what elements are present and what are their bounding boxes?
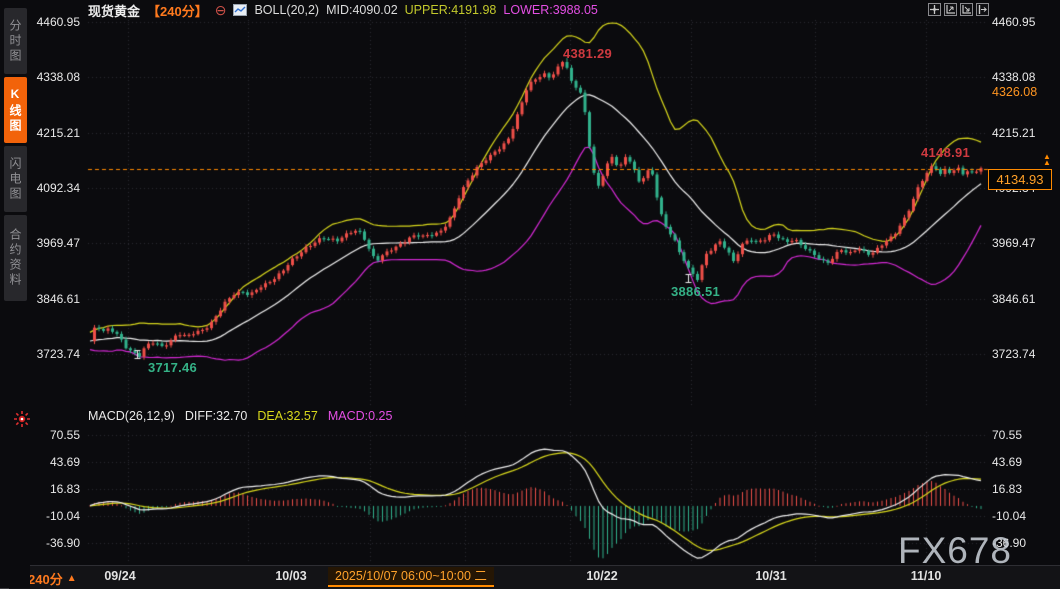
chart-toolbar xyxy=(928,3,989,16)
symbol-name: 现货黄金 xyxy=(88,3,141,19)
kline-mini-icon[interactable] xyxy=(233,4,248,16)
boll-lower-value: LOWER:3988.05 xyxy=(503,3,598,17)
price-up-arrows-icon: ▲ ▲ xyxy=(1043,152,1051,167)
period-label: 【240分】 xyxy=(147,3,208,19)
alarm-blink-icon[interactable] xyxy=(13,410,31,428)
date-tick-label: 11/10 xyxy=(910,569,942,583)
axis-range-right-icon[interactable] xyxy=(960,3,973,16)
watermark: FX678 xyxy=(898,530,1013,571)
date-tick-label: 10/22 xyxy=(586,569,618,583)
boll-upper-right-label: 4326.08 xyxy=(990,85,1040,100)
time-axis-bar: 240分 ▲ 2025/10/07 06:00~10:00 二 09/24 10/… xyxy=(0,565,1060,589)
macd-header: MACD(26,12,9) DIFF:32.70 DEA:32.57 MACD:… xyxy=(88,409,392,423)
collapse-indicator-icon[interactable]: ⊖ xyxy=(214,2,227,18)
footer-period-label: 240分 xyxy=(28,572,63,587)
chart-header: 现货黄金 【240分】 ⊖ BOLL(20,2) MID:4090.02 UPP… xyxy=(88,0,598,20)
date-tick-label: 10/03 xyxy=(275,569,307,583)
pan-right-icon[interactable] xyxy=(976,3,989,16)
cursor-date-box: 2025/10/07 06:00~10:00 二 xyxy=(328,567,494,587)
boll-upper-value: UPPER:4191.98 xyxy=(404,3,497,17)
chart-type-sidebar: 分时图 K线图 闪电图 合约资料 xyxy=(0,0,30,588)
axis-range-left-icon[interactable] xyxy=(944,3,957,16)
date-tick-label: 10/31 xyxy=(755,569,787,583)
boll-mid-value: MID:4090.02 xyxy=(326,3,398,17)
sidebar-tab-contract-info[interactable]: 合约资料 xyxy=(4,215,27,301)
sidebar-tab-lightning-chart[interactable]: 闪电图 xyxy=(4,146,27,212)
sidebar-tab-timeline-chart[interactable]: 分时图 xyxy=(4,8,27,74)
macd-indicator-name[interactable]: MACD(26,12,9) xyxy=(88,409,175,423)
date-tick-label: 09/24 xyxy=(104,569,136,583)
sidebar-tab-kline-chart[interactable]: K线图 xyxy=(4,77,27,143)
last-price-box: 4134.93 xyxy=(988,169,1052,190)
macd-diff-value: DIFF:32.70 xyxy=(184,409,248,423)
footer-period[interactable]: 240分 ▲ xyxy=(28,569,77,588)
period-up-arrow-icon: ▲ xyxy=(66,573,77,584)
macd-dea-value: DEA:32.57 xyxy=(257,409,318,423)
move-tool-icon[interactable] xyxy=(928,3,941,16)
macd-macd-value: MACD:0.25 xyxy=(327,409,393,423)
indicator-name[interactable]: BOLL(20,2) xyxy=(254,3,320,17)
